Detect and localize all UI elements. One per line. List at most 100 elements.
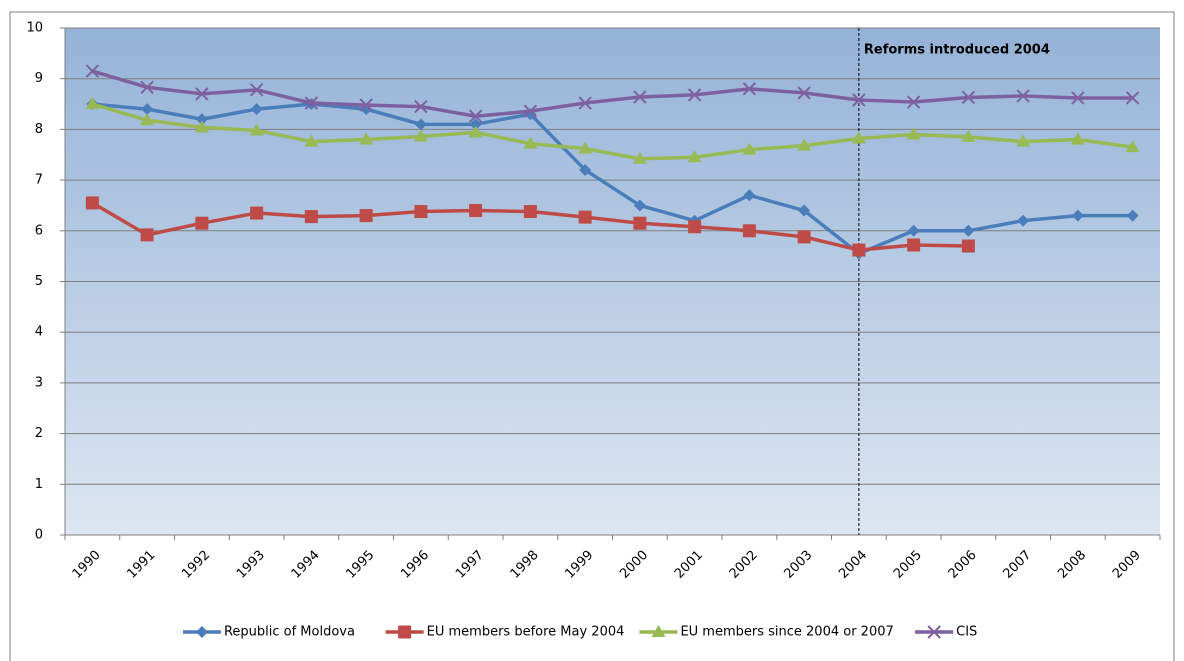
x-tick-label: 2003 xyxy=(781,548,815,582)
series-line xyxy=(91,102,1133,161)
marker xyxy=(1070,132,1085,145)
marker xyxy=(140,80,154,95)
marker xyxy=(687,150,702,163)
marker xyxy=(414,205,428,219)
x-tick-label: 2009 xyxy=(1110,548,1144,582)
marker xyxy=(195,87,209,101)
x-tick-label: 1994 xyxy=(289,548,323,582)
marker xyxy=(85,64,100,78)
marker xyxy=(906,127,921,140)
y-tick-label: 2 xyxy=(35,426,43,441)
x-tick-label: 2001 xyxy=(672,548,706,582)
marker xyxy=(578,210,592,224)
marker xyxy=(140,228,154,242)
series-line xyxy=(91,69,1133,118)
marker xyxy=(469,118,482,131)
marker xyxy=(852,243,866,257)
marker xyxy=(195,626,208,638)
marker xyxy=(1016,89,1030,103)
marker xyxy=(687,88,702,102)
marker xyxy=(195,113,208,126)
marker xyxy=(907,238,921,252)
marker xyxy=(961,239,975,253)
marker xyxy=(907,224,920,237)
marker xyxy=(797,230,811,244)
marker xyxy=(414,99,428,114)
x-tick-label: 1990 xyxy=(70,548,104,582)
y-tick-label: 3 xyxy=(35,375,43,390)
marker xyxy=(797,86,811,100)
x-tick-label: 1997 xyxy=(453,548,487,582)
marker xyxy=(523,205,537,219)
marker xyxy=(742,142,757,155)
marker xyxy=(468,125,483,138)
marker xyxy=(927,625,941,639)
marker xyxy=(414,118,427,131)
legend-label: CIS xyxy=(956,625,977,640)
y-tick-label: 8 xyxy=(35,122,43,137)
marker xyxy=(413,129,428,142)
marker xyxy=(523,104,538,118)
marker xyxy=(195,216,209,230)
x-tick-label: 1999 xyxy=(562,548,596,582)
legend-label: EU members before May 2004 xyxy=(427,625,625,640)
marker xyxy=(579,163,592,176)
marker xyxy=(304,210,318,224)
marker xyxy=(140,113,155,126)
annotation-text: Reforms introduced 2004 xyxy=(864,43,1050,58)
marker xyxy=(398,625,412,639)
marker xyxy=(961,130,976,143)
y-tick-label: 10 xyxy=(26,21,43,36)
marker xyxy=(250,103,263,116)
marker xyxy=(1071,209,1084,222)
marker xyxy=(633,216,647,230)
x-tick-label: 1996 xyxy=(398,548,432,582)
marker xyxy=(633,90,647,104)
marker xyxy=(304,134,319,147)
marker xyxy=(688,220,702,234)
legend: Republic of Moldova EU members before May… xyxy=(182,625,977,640)
marker xyxy=(962,224,975,237)
marker xyxy=(85,97,100,110)
marker xyxy=(851,131,866,144)
marker xyxy=(1016,134,1031,147)
marker xyxy=(1125,91,1140,105)
marker xyxy=(578,96,592,110)
marker xyxy=(852,93,866,107)
x-tick-label: 2000 xyxy=(617,548,651,582)
x-tick-label: 2005 xyxy=(891,548,925,582)
marker xyxy=(906,95,921,109)
marker xyxy=(1071,91,1085,105)
marker xyxy=(1126,209,1139,222)
x-tick-label: 1991 xyxy=(124,548,158,582)
marker xyxy=(250,206,264,220)
marker xyxy=(304,96,319,110)
marker xyxy=(1125,140,1140,153)
x-tick-label: 1992 xyxy=(179,548,213,582)
marker xyxy=(1017,214,1030,227)
marker xyxy=(469,204,483,218)
marker xyxy=(523,136,538,149)
marker xyxy=(797,138,812,151)
marker xyxy=(141,103,154,116)
marker xyxy=(632,151,647,164)
marker xyxy=(961,90,976,105)
marker xyxy=(742,82,757,96)
marker xyxy=(249,123,264,136)
x-tick-label: 1993 xyxy=(234,548,268,582)
marker xyxy=(633,199,646,212)
y-tick-label: 1 xyxy=(35,477,43,492)
legend-label: Republic of Moldova xyxy=(224,625,355,640)
marker xyxy=(578,141,593,154)
marker xyxy=(798,204,811,217)
x-tick-label: 1995 xyxy=(343,548,377,582)
chart-frame xyxy=(9,11,1175,661)
x-tick-label: 2008 xyxy=(1055,548,1089,582)
x-tick-label: 2007 xyxy=(1000,548,1034,582)
marker xyxy=(742,224,756,238)
marker xyxy=(249,83,264,97)
legend-label: EU members since 2004 or 2007 xyxy=(680,625,893,640)
marker xyxy=(743,189,756,202)
x-tick-label: 2002 xyxy=(727,548,761,582)
